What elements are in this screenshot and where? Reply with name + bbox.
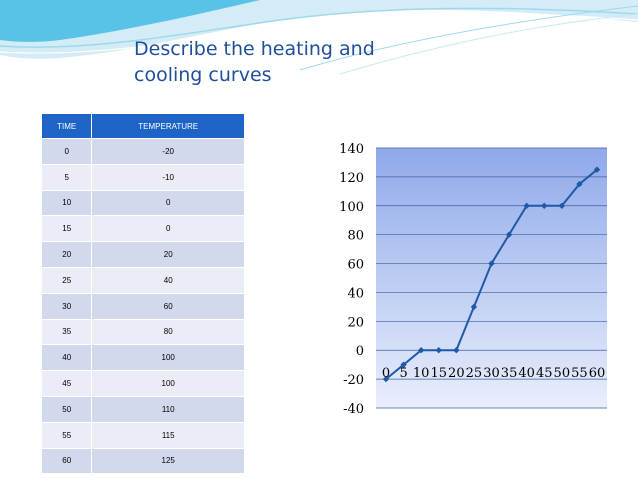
x-tick-label: 60 [589,366,606,381]
x-tick-label: 55 [571,366,588,381]
time-cell: 50 [40,395,93,423]
x-tick-label: 0 [382,366,390,381]
table-header-row: TIME TEMPERATURE [40,113,245,139]
y-tick-label: 140 [339,142,364,157]
y-tick-label: 40 [347,286,364,301]
temperature-cell: 100 [91,344,245,372]
y-tick-label: 20 [347,315,364,330]
y-tick-label: 60 [347,258,364,273]
temperature-cell: 0 [91,215,245,243]
temperature-cell: 110 [91,395,245,423]
table-row: 30 60 [40,292,245,320]
y-tick-label: -40 [343,402,364,417]
temperature-cell: 80 [91,318,245,346]
time-cell: 25 [40,266,93,294]
data-point [488,260,495,267]
x-tick-label: 30 [483,366,500,381]
x-tick-label: 15 [430,366,447,381]
time-cell: 15 [40,215,93,243]
temperature-cell: 20 [91,241,245,268]
table-row: 50 110 [40,395,245,423]
y-tick-label: 120 [339,171,364,186]
table-row: 45 100 [40,370,245,397]
x-tick-label: 10 [413,366,430,381]
column-header-time: TIME [40,113,93,139]
header-swoosh-decoration [0,0,638,75]
x-tick-label: 50 [554,366,571,381]
table-row: 5 -10 [40,163,245,191]
temperature-cell: 125 [91,447,245,475]
data-point [435,347,442,354]
x-tick-label: 25 [466,366,483,381]
temperature-cell: 115 [91,421,245,449]
time-cell: 45 [40,370,93,397]
data-point [470,303,478,311]
table-row: 40 100 [40,344,245,372]
temperature-cell: -20 [91,138,245,165]
time-cell: 35 [40,318,93,346]
plot-area [376,148,607,408]
time-cell: 10 [40,189,93,217]
y-tick-label: -20 [343,373,364,388]
time-cell: 60 [40,447,93,475]
table-row: 25 40 [40,266,245,294]
x-tick-label: 35 [501,366,518,381]
table-row: 15 0 [40,215,245,243]
time-cell: 30 [40,292,93,320]
data-point [400,361,407,368]
time-cell: 5 [40,163,93,191]
data-point [593,166,601,173]
x-tick-label: 5 [399,366,407,381]
data-point [505,231,513,238]
temperature-cell: -10 [91,163,245,191]
y-tick-label: 0 [356,344,364,359]
table-row: 0 -20 [40,138,245,165]
table-row: 55 115 [40,421,245,449]
column-header-temperature: TEMPERATURE [91,113,245,139]
temperature-cell: 40 [91,266,245,294]
data-point [417,347,425,354]
y-tick-label: 80 [347,229,364,244]
data-point [453,347,460,354]
time-cell: 40 [40,344,93,372]
time-cell: 55 [40,421,93,449]
time-cell: 0 [40,138,93,165]
table-row: 20 20 [40,241,245,268]
y-tick-label: 100 [339,200,364,215]
temperature-cell: 60 [91,292,245,320]
data-point [541,202,548,209]
data-table: TIME TEMPERATURE 0 -20 5 -10 10 0 15 0 20 20 25 40 3… [40,113,245,475]
x-tick-label: 20 [448,366,465,381]
temperature-cell: 0 [91,189,245,217]
table-row: 35 80 [40,318,245,346]
x-tick-label: 40 [518,366,535,381]
temperature-cell: 100 [91,370,245,397]
slide-title: Describe the heating and cooling curves [134,38,375,86]
table-row: 10 0 [40,189,245,217]
time-cell: 20 [40,241,93,268]
table-row: 60 125 [40,447,245,475]
table-body: 0 -20 5 -10 10 0 15 0 20 20 25 40 30 60 35 80 40 100 45 100… [40,138,245,475]
x-tick-label: 45 [536,366,553,381]
